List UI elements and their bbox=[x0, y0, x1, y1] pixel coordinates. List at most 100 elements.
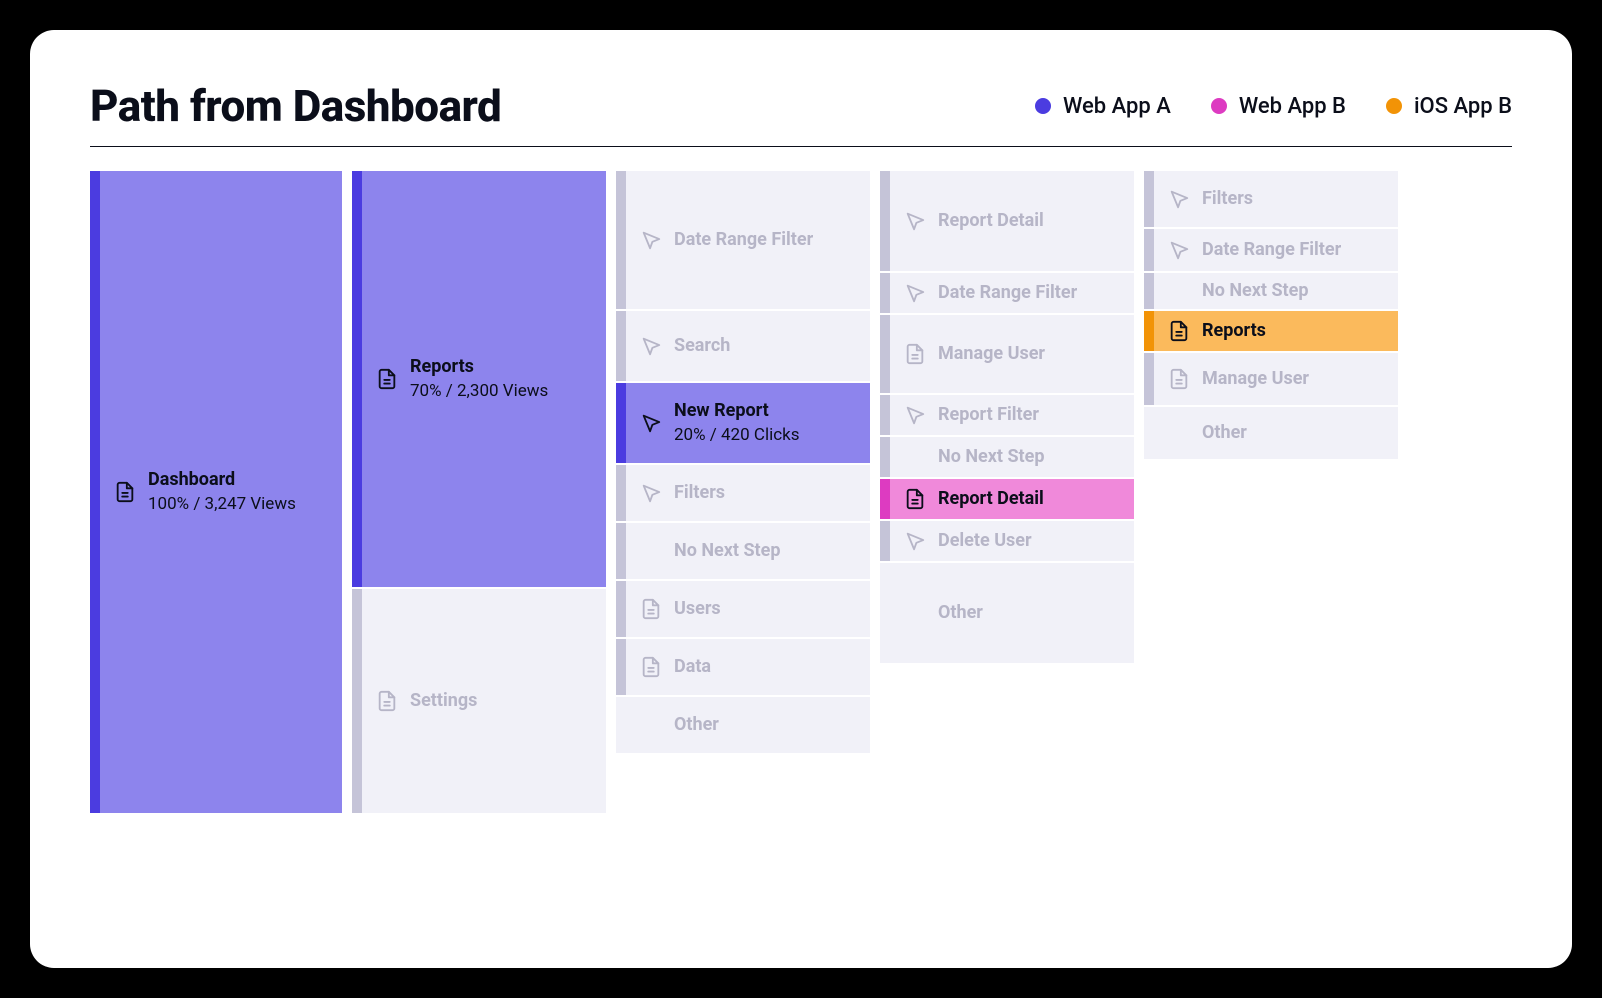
no-icon bbox=[904, 602, 926, 624]
no-icon bbox=[904, 446, 926, 468]
path-node[interactable]: No Next Step bbox=[616, 523, 870, 579]
node-body: New Report20% / 420 Clicks bbox=[626, 390, 854, 456]
path-node[interactable]: Filters bbox=[1144, 171, 1398, 227]
node-body: Other bbox=[1154, 412, 1382, 455]
node-label: Delete User bbox=[938, 530, 1032, 553]
path-column: Filters Date Range Filter No Next Step Repo… bbox=[1144, 171, 1398, 813]
node-text: Delete User bbox=[938, 530, 1032, 553]
path-node[interactable]: Date Range Filter bbox=[880, 273, 1134, 313]
node-label: Data bbox=[674, 656, 711, 679]
node-label: Reports bbox=[1202, 320, 1266, 343]
node-body: No Next Step bbox=[890, 436, 1118, 479]
page-icon bbox=[376, 690, 398, 712]
path-node[interactable]: Date Range Filter bbox=[616, 171, 870, 309]
node-label: Date Range Filter bbox=[938, 282, 1077, 305]
node-text: Manage User bbox=[1202, 368, 1309, 391]
node-label: Date Range Filter bbox=[674, 229, 813, 252]
path-column: Dashboard100% / 3,247 Views bbox=[90, 171, 342, 813]
node-accent bbox=[1144, 273, 1154, 309]
node-label: Search bbox=[674, 335, 730, 358]
path-node[interactable]: Users bbox=[616, 581, 870, 637]
node-text: Filters bbox=[1202, 188, 1253, 211]
node-accent bbox=[90, 171, 100, 813]
path-node[interactable]: No Next Step bbox=[880, 437, 1134, 477]
path-node[interactable]: Report Filter bbox=[880, 395, 1134, 435]
node-accent bbox=[1144, 229, 1154, 271]
path-node[interactable]: Settings bbox=[352, 589, 606, 813]
node-label: Users bbox=[674, 598, 721, 621]
node-body: Date Range Filter bbox=[890, 272, 1118, 315]
node-text: Other bbox=[674, 714, 719, 737]
node-label: Filters bbox=[674, 482, 725, 505]
node-body: No Next Step bbox=[626, 530, 854, 573]
node-accent bbox=[880, 479, 890, 519]
node-label: Report Detail bbox=[938, 488, 1044, 511]
node-label: Manage User bbox=[1202, 368, 1309, 391]
node-body: Report Detail bbox=[890, 200, 1118, 243]
node-label: Date Range Filter bbox=[1202, 239, 1341, 262]
node-accent bbox=[616, 383, 626, 463]
legend-swatch bbox=[1211, 98, 1227, 114]
node-body: Date Range Filter bbox=[626, 219, 854, 262]
node-body: Reports bbox=[1154, 310, 1382, 353]
cursor-icon bbox=[904, 282, 926, 304]
path-node[interactable]: Other bbox=[1144, 407, 1398, 459]
path-node[interactable]: No Next Step bbox=[1144, 273, 1398, 309]
cursor-icon bbox=[1168, 239, 1190, 261]
node-body: Filters bbox=[1154, 178, 1382, 221]
node-accent bbox=[880, 315, 890, 393]
node-text: Manage User bbox=[938, 343, 1045, 366]
node-text: No Next Step bbox=[1202, 280, 1309, 303]
node-label: Manage User bbox=[938, 343, 1045, 366]
header-row: Path from Dashboard Web App AWeb App BiO… bbox=[90, 80, 1512, 147]
node-sublabel: 100% / 3,247 Views bbox=[148, 494, 296, 515]
node-text: Filters bbox=[674, 482, 725, 505]
no-icon bbox=[1168, 280, 1190, 302]
node-accent bbox=[616, 171, 626, 309]
path-node[interactable]: Reports bbox=[1144, 311, 1398, 351]
node-accent bbox=[1144, 353, 1154, 405]
page-icon bbox=[904, 488, 926, 510]
node-sublabel: 70% / 2,300 Views bbox=[410, 381, 548, 402]
legend-swatch bbox=[1386, 98, 1402, 114]
node-body: Manage User bbox=[1154, 358, 1382, 401]
node-accent bbox=[616, 639, 626, 695]
path-node[interactable]: Manage User bbox=[880, 315, 1134, 393]
path-node[interactable]: Filters bbox=[616, 465, 870, 521]
path-node[interactable]: Other bbox=[616, 697, 870, 753]
node-text: Date Range Filter bbox=[1202, 239, 1341, 262]
node-body: Other bbox=[626, 704, 854, 747]
node-text: No Next Step bbox=[938, 446, 1045, 469]
path-node[interactable]: Report Detail bbox=[880, 171, 1134, 271]
legend-item: iOS App B bbox=[1386, 94, 1512, 119]
node-accent bbox=[880, 437, 890, 477]
cursor-icon bbox=[640, 412, 662, 434]
chart-card: Path from Dashboard Web App AWeb App BiO… bbox=[30, 30, 1572, 968]
path-node[interactable]: Data bbox=[616, 639, 870, 695]
node-text: Date Range Filter bbox=[674, 229, 813, 252]
path-node[interactable]: Date Range Filter bbox=[1144, 229, 1398, 271]
node-body: Dashboard100% / 3,247 Views bbox=[100, 459, 326, 525]
node-accent bbox=[616, 465, 626, 521]
path-node[interactable]: Manage User bbox=[1144, 353, 1398, 405]
page-icon bbox=[114, 481, 136, 503]
node-label: Report Detail bbox=[938, 210, 1044, 233]
page-icon bbox=[376, 368, 398, 390]
path-column: Date Range Filter Search New Report20% / 4… bbox=[616, 171, 870, 813]
node-accent bbox=[880, 521, 890, 561]
page-icon bbox=[640, 656, 662, 678]
path-node[interactable]: Reports70% / 2,300 Views bbox=[352, 171, 606, 587]
node-body: Search bbox=[626, 325, 854, 368]
node-label: Other bbox=[674, 714, 719, 737]
path-node[interactable]: New Report20% / 420 Clicks bbox=[616, 383, 870, 463]
path-node[interactable]: Dashboard100% / 3,247 Views bbox=[90, 171, 342, 813]
path-node[interactable]: Report Detail bbox=[880, 479, 1134, 519]
cursor-icon bbox=[640, 229, 662, 251]
path-column: Reports70% / 2,300 Views Settings bbox=[352, 171, 606, 813]
path-node[interactable]: Search bbox=[616, 311, 870, 381]
node-label: Dashboard bbox=[148, 469, 296, 492]
path-node[interactable]: Delete User bbox=[880, 521, 1134, 561]
node-text: Other bbox=[1202, 422, 1247, 445]
node-label: Settings bbox=[410, 690, 477, 713]
path-node[interactable]: Other bbox=[880, 563, 1134, 663]
